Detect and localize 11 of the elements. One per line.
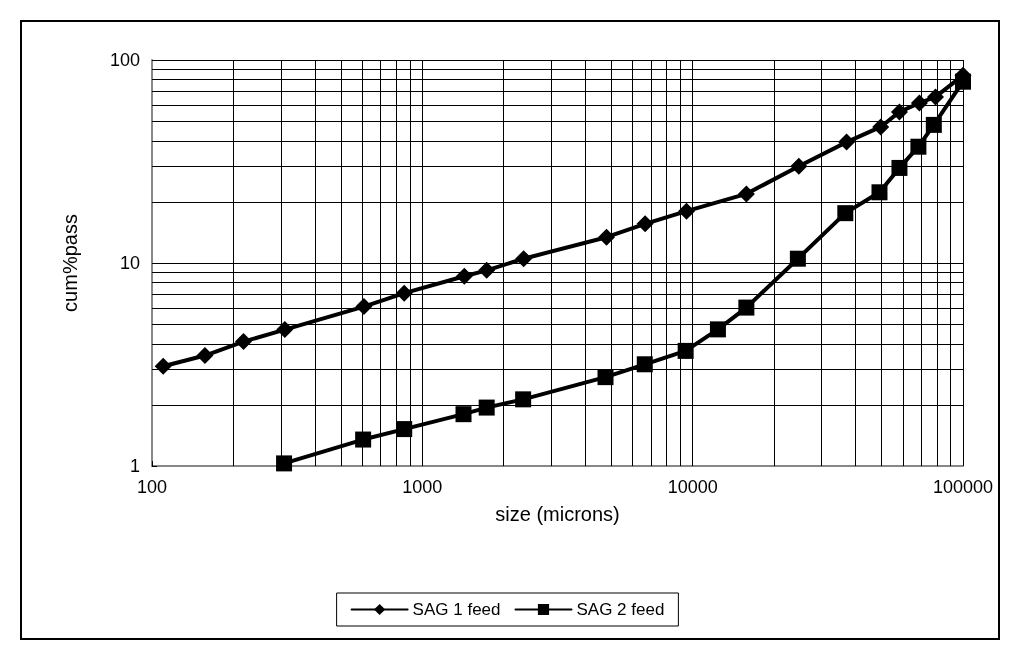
x-axis-title: size (microns) [495,503,620,525]
x-tick-label: 100 [136,477,168,497]
legend-label: SAG 2 feed [576,600,665,619]
legend-label: SAG 1 feed [412,600,501,619]
y-tick-label: 1 [129,456,140,476]
y-axis-title: cum%pass [59,214,81,312]
y-tick-label: 100 [109,50,140,70]
y-tick-label: 10 [119,253,140,273]
x-tick-label: 100000 [932,477,994,497]
x-tick-label: 1000 [402,477,443,497]
x-tick-label: 10000 [667,477,718,497]
